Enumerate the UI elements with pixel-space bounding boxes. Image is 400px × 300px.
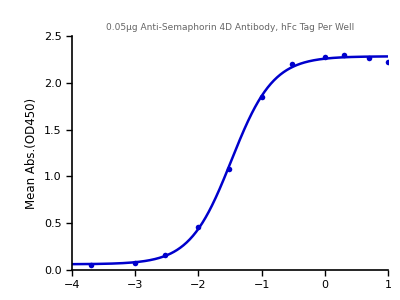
Y-axis label: Mean Abs.(OD450): Mean Abs.(OD450) bbox=[25, 98, 38, 208]
Title: 0.05μg Anti-Semaphorin 4D Antibody, hFc Tag Per Well: 0.05μg Anti-Semaphorin 4D Antibody, hFc … bbox=[106, 23, 354, 32]
